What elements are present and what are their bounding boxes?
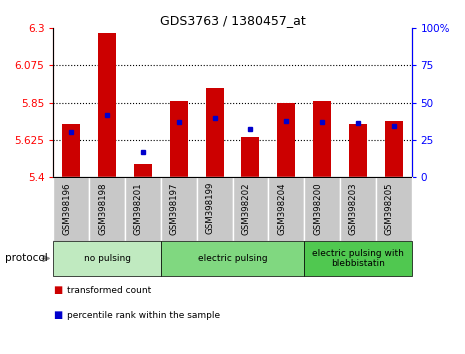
Bar	[340, 177, 376, 241]
Bar	[62, 124, 80, 177]
Text: GSM398205: GSM398205	[385, 182, 393, 235]
Bar	[349, 124, 367, 177]
Bar	[89, 177, 125, 241]
Text: GSM398203: GSM398203	[349, 182, 358, 235]
Bar	[161, 177, 197, 241]
Bar	[170, 101, 188, 177]
Bar	[53, 177, 89, 241]
Title: GDS3763 / 1380457_at: GDS3763 / 1380457_at	[159, 14, 306, 27]
Text: GSM398196: GSM398196	[62, 182, 72, 235]
Text: GSM398198: GSM398198	[98, 182, 107, 235]
Bar	[268, 177, 304, 241]
Bar	[241, 137, 259, 177]
Bar	[313, 101, 331, 177]
Text: GSM398199: GSM398199	[206, 182, 214, 234]
Text: GSM398202: GSM398202	[241, 182, 250, 235]
Bar	[232, 177, 268, 241]
Bar	[125, 177, 161, 241]
Text: GSM398204: GSM398204	[277, 182, 286, 235]
Text: no pulsing: no pulsing	[84, 254, 131, 263]
Text: GSM398200: GSM398200	[313, 182, 322, 235]
Text: electric pulsing with
blebbistatin: electric pulsing with blebbistatin	[312, 249, 404, 268]
Bar	[53, 241, 161, 276]
Bar	[385, 121, 403, 177]
Bar	[206, 88, 224, 177]
Text: ■: ■	[53, 285, 63, 295]
Bar	[98, 33, 116, 177]
Text: GSM398201: GSM398201	[134, 182, 143, 235]
Text: GSM398197: GSM398197	[170, 182, 179, 235]
Text: protocol: protocol	[5, 253, 47, 263]
Bar	[277, 103, 295, 177]
Bar	[304, 177, 340, 241]
Text: ■: ■	[53, 310, 63, 320]
Text: electric pulsing: electric pulsing	[198, 254, 267, 263]
Bar	[376, 177, 412, 241]
Text: transformed count: transformed count	[67, 286, 152, 295]
Bar	[304, 241, 412, 276]
Bar	[161, 241, 304, 276]
Text: percentile rank within the sample: percentile rank within the sample	[67, 310, 220, 320]
Bar	[197, 177, 232, 241]
Bar	[134, 164, 152, 177]
